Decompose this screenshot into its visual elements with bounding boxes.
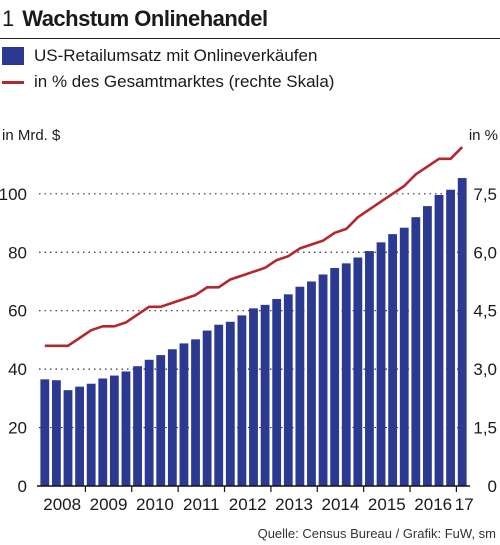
bar [237,315,247,486]
bar [133,366,142,486]
legend-item-bars: US-Retailumsatz mit Onlineverkäufen [2,46,317,66]
bar [365,251,374,486]
bar [167,349,177,486]
chart-title-row: 1 Wachstum Onlinehandel [2,6,268,32]
bar [40,379,50,486]
y-tick-label-left: 100 [0,185,27,204]
bar [51,380,61,486]
line-series [44,146,464,348]
x-tick-label: 2009 [90,495,128,514]
bar [249,308,258,486]
bar [272,299,282,486]
x-tick-label: 2010 [136,495,174,514]
bar [75,386,84,486]
bar [98,378,108,486]
bar [376,242,386,486]
legend-label-bars: US-Retailumsatz mit Onlineverkäufen [34,46,318,65]
y-tick-label-left: 80 [8,243,27,262]
title-rule [0,38,500,39]
bar [202,330,212,486]
chart-number: 1 [2,6,15,31]
y-tick-label-right: 1,5 [473,419,497,438]
bar [63,390,73,486]
bar [109,375,119,486]
bar [388,234,398,486]
legend-item-line: in % des Gesamtmarktes (rechte Skala) [2,72,334,92]
x-tick-label: 2014 [322,495,360,514]
bar [434,194,444,486]
bar [318,274,328,486]
bar [144,359,154,486]
x-tick-label: 2011 [183,495,220,514]
x-tick-label: 2008 [43,495,81,514]
axes [37,485,470,492]
bar [446,189,456,486]
x-tick-label: 2016 [414,495,452,514]
bar [411,217,421,486]
bar [179,343,189,486]
bar [341,263,351,486]
bar [457,178,467,486]
y-axis-label-right: in % [469,127,498,144]
bar [399,227,409,486]
share-line [44,146,464,348]
y-tick-label-right: 3,0 [473,360,497,379]
y-tick-label-left: 40 [8,360,27,379]
bar [225,321,235,486]
y-tick-label-left: 60 [8,302,27,321]
y-tick-label-right: 7,5 [473,185,497,204]
bar [353,257,363,486]
y-tick-label-right: 0 [488,477,497,496]
x-tick-label: 17 [455,495,474,514]
bar [307,281,316,486]
bar [295,286,305,486]
y-tick-label-right: 6,0 [473,243,497,262]
bar [121,371,131,486]
bar [260,304,270,486]
chart-title: Wachstum Onlinehandel [22,6,268,31]
y-tick-label-left: 20 [8,419,27,438]
bar [191,339,200,486]
x-tick-label: 2012 [229,495,267,514]
bar [86,383,96,486]
legend-swatch-bars [2,47,24,65]
source-note: Quelle: Census Bureau / Grafik: FuW, sm [257,526,496,541]
bar [283,294,293,486]
bar-series [40,178,467,486]
x-tick-label: 2013 [275,495,313,514]
y-axis-label-left: in Mrd. $ [2,127,61,144]
bar [330,268,340,486]
y-tick-label-right: 4,5 [473,302,497,321]
x-tick-label: 2015 [368,495,406,514]
bar [156,355,166,486]
bar [423,206,432,486]
bar [214,324,224,486]
legend-label-line: in % des Gesamtmarktes (rechte Skala) [34,72,335,91]
tick-labels: 2008 2009 2010 2011 2012 2013 2014 2015 2016 17 0 2… [0,185,497,514]
legend-swatch-line [2,80,24,84]
y-tick-label-left: 0 [18,477,27,496]
